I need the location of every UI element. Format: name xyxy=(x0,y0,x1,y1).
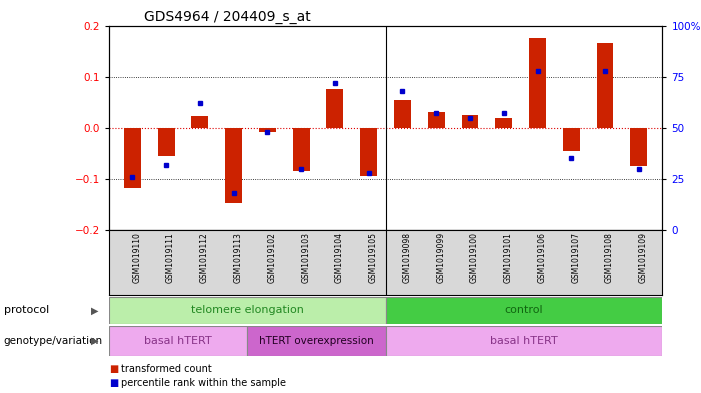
Text: protocol: protocol xyxy=(4,305,49,316)
Text: genotype/variation: genotype/variation xyxy=(4,336,102,346)
Text: basal hTERT: basal hTERT xyxy=(144,336,212,346)
Text: ■: ■ xyxy=(109,364,118,374)
Text: GSM1019109: GSM1019109 xyxy=(639,232,648,283)
Text: basal hTERT: basal hTERT xyxy=(490,336,558,346)
Text: GSM1019099: GSM1019099 xyxy=(436,232,445,283)
Text: GSM1019102: GSM1019102 xyxy=(267,232,276,283)
Text: GSM1019110: GSM1019110 xyxy=(132,232,142,283)
Bar xyxy=(428,112,444,128)
Bar xyxy=(386,297,662,324)
Text: ▶: ▶ xyxy=(91,305,98,316)
Bar xyxy=(529,38,546,128)
Text: GSM1019113: GSM1019113 xyxy=(233,232,243,283)
Bar xyxy=(158,128,175,156)
Bar xyxy=(394,99,411,128)
Bar xyxy=(597,43,613,128)
Bar xyxy=(124,128,141,188)
Bar xyxy=(496,118,512,128)
Text: GSM1019112: GSM1019112 xyxy=(200,232,209,283)
Bar xyxy=(259,128,275,132)
Text: GSM1019100: GSM1019100 xyxy=(470,232,479,283)
Bar xyxy=(293,128,310,171)
Text: GSM1019104: GSM1019104 xyxy=(335,232,344,283)
Text: control: control xyxy=(505,305,543,316)
Text: GDS4964 / 204409_s_at: GDS4964 / 204409_s_at xyxy=(144,9,311,24)
Bar xyxy=(247,326,386,356)
Text: GSM1019108: GSM1019108 xyxy=(605,232,614,283)
Text: GSM1019103: GSM1019103 xyxy=(301,232,310,283)
Bar xyxy=(563,128,580,151)
Bar xyxy=(109,326,247,356)
Text: percentile rank within the sample: percentile rank within the sample xyxy=(121,378,286,388)
Bar xyxy=(225,128,242,203)
Bar xyxy=(191,116,208,128)
Text: transformed count: transformed count xyxy=(121,364,212,374)
Text: GSM1019105: GSM1019105 xyxy=(369,232,378,283)
Text: ■: ■ xyxy=(109,378,118,388)
Text: GSM1019098: GSM1019098 xyxy=(402,232,411,283)
Bar xyxy=(386,326,662,356)
Bar xyxy=(109,297,386,324)
Text: telomere elongation: telomere elongation xyxy=(191,305,304,316)
Text: GSM1019111: GSM1019111 xyxy=(166,232,175,283)
Text: GSM1019101: GSM1019101 xyxy=(504,232,512,283)
Text: GSM1019107: GSM1019107 xyxy=(571,232,580,283)
Bar xyxy=(461,115,478,128)
Text: ▶: ▶ xyxy=(91,336,98,346)
Text: GSM1019106: GSM1019106 xyxy=(538,232,547,283)
Bar xyxy=(327,89,343,128)
Bar xyxy=(630,128,647,166)
Text: hTERT overexpression: hTERT overexpression xyxy=(259,336,374,346)
Bar xyxy=(360,128,377,176)
